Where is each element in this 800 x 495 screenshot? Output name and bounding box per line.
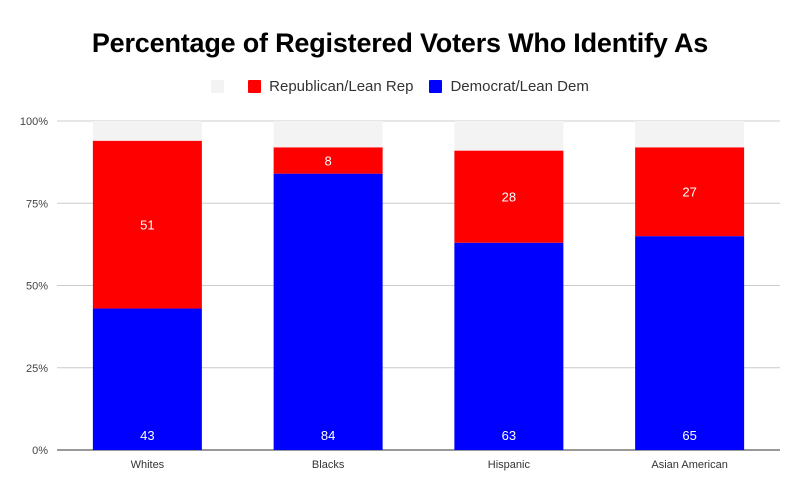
y-tick-label: 0% bbox=[32, 445, 48, 457]
bar-democrat-1 bbox=[273, 173, 383, 450]
chart-legend: Republican/Lean Rep Democrat/Lean Dem bbox=[0, 78, 800, 95]
bar-democrat-2 bbox=[454, 242, 564, 450]
data-label: 8 bbox=[325, 153, 332, 168]
bar-republican-0 bbox=[92, 140, 202, 309]
x-tick-label: Hispanic bbox=[488, 459, 531, 471]
bar-remainder-3 bbox=[635, 121, 745, 148]
x-tick-label: Whites bbox=[131, 459, 165, 471]
y-tick-label: 25% bbox=[26, 363, 48, 375]
y-tick-label: 100% bbox=[20, 116, 48, 128]
bar-democrat-3 bbox=[635, 236, 745, 450]
bar-remainder-2 bbox=[454, 121, 564, 151]
bar-republican-1 bbox=[273, 147, 383, 174]
chart-title: Percentage of Registered Voters Who Iden… bbox=[91, 28, 709, 58]
legend-swatch-republican bbox=[248, 80, 262, 93]
legend-item-remainder bbox=[211, 80, 232, 93]
data-label: 28 bbox=[502, 190, 516, 205]
bar-remainder-1 bbox=[273, 121, 383, 148]
y-tick-label: 50% bbox=[26, 281, 48, 293]
legend-swatch-democrat bbox=[429, 80, 443, 93]
data-label: 43 bbox=[140, 428, 154, 443]
bar-republican-3 bbox=[635, 147, 745, 237]
data-label: 63 bbox=[502, 428, 516, 443]
x-tick-label: Blacks bbox=[312, 459, 345, 471]
legend-item-republican: Republican/Lean Rep bbox=[248, 78, 413, 95]
data-label: 51 bbox=[140, 218, 154, 233]
y-tick-label: 75% bbox=[26, 198, 48, 210]
data-label: 27 bbox=[682, 185, 696, 200]
bar-democrat-0 bbox=[92, 308, 202, 450]
x-tick-label: Asian American bbox=[651, 459, 727, 471]
bar-republican-2 bbox=[454, 150, 564, 243]
bar-remainder-0 bbox=[92, 121, 202, 141]
data-label: 65 bbox=[682, 428, 696, 443]
legend-label-democrat: Democrat/Lean Dem bbox=[450, 78, 589, 95]
legend-swatch-remainder bbox=[211, 80, 225, 93]
legend-item-democrat: Democrat/Lean Dem bbox=[429, 78, 589, 95]
legend-label-republican: Republican/Lean Rep bbox=[269, 78, 414, 95]
data-label: 84 bbox=[321, 428, 335, 443]
